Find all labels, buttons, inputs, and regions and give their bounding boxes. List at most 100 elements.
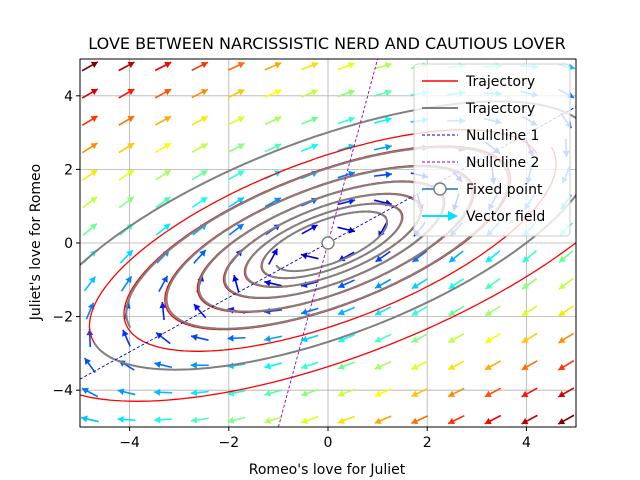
vector-arrow-head <box>200 61 208 69</box>
vector-arrow-head <box>301 335 308 343</box>
vector-arrow-head <box>163 197 171 204</box>
vector-arrow-head <box>448 336 456 343</box>
chart-title: LOVE BETWEEN NARCISSISTIC NERD AND CAUTI… <box>88 34 565 53</box>
vector-arrow-head <box>125 276 132 284</box>
vector-arrow-head <box>190 389 198 397</box>
vector-arrow-head <box>271 248 278 256</box>
vector-arrow-head <box>485 336 493 343</box>
vector-arrow-head <box>337 336 345 343</box>
y-tick-label: −4 <box>52 383 73 399</box>
x-axis-label: Romeo's love for Juliet <box>249 462 406 478</box>
vector-arrow-head <box>448 309 456 316</box>
vector-arrow-head <box>81 415 88 423</box>
vector-arrow-head <box>558 309 566 317</box>
trajectory-gray-3 <box>80 100 576 371</box>
vector-arrow-head <box>90 196 98 204</box>
vector-arrow-head <box>484 417 492 425</box>
vector-arrow-head <box>348 198 356 205</box>
vector-arrow-head <box>163 223 171 231</box>
vector-arrow-head <box>273 197 281 204</box>
vector-arrow-head <box>90 143 98 150</box>
vector-arrow-head <box>232 275 240 282</box>
vector-arrow-head <box>411 282 419 289</box>
vector-arrow-head <box>411 390 419 397</box>
vector-arrow-head <box>348 89 355 96</box>
vector-arrow-head <box>84 358 91 365</box>
vector-arrow-head <box>264 279 271 287</box>
x-tick-label: 2 <box>423 435 432 451</box>
vector-arrow-head <box>237 197 245 204</box>
vector-arrow-head <box>190 361 197 369</box>
vector-arrow-head <box>90 169 98 177</box>
vector-arrow-head <box>88 276 96 284</box>
vector-arrow-head <box>338 308 345 316</box>
vector-arrow-head <box>199 249 206 257</box>
vector-arrow-head <box>337 390 345 397</box>
vector-arrow-head <box>237 143 245 150</box>
legend-label: Vector field <box>466 209 545 225</box>
vector-arrow-head <box>127 116 135 123</box>
vector-arrow-head <box>122 329 129 337</box>
vector-arrow-head <box>164 116 172 123</box>
vector-arrow-head <box>274 143 282 150</box>
vector-arrow-head <box>154 416 161 424</box>
vector-arrow-head <box>117 415 124 423</box>
vector-arrow-head <box>311 62 319 69</box>
vector-arrow-head <box>237 170 245 177</box>
legend-swatch-fixed-marker <box>433 182 447 196</box>
legend-label: Fixed point <box>466 182 543 198</box>
vector-arrow-head <box>274 61 282 69</box>
vector-arrow-head <box>338 281 346 289</box>
vector-arrow-head <box>448 390 456 397</box>
legend-swatch-arrow-head <box>448 211 458 221</box>
vector-arrow-head <box>385 171 392 179</box>
vector-arrow-head <box>484 390 492 397</box>
vector-arrow-head <box>126 196 134 204</box>
vector-arrow-head <box>485 309 493 316</box>
vector-arrow-head <box>411 336 419 343</box>
vector-arrow-head <box>521 363 529 370</box>
vector-arrow-head <box>264 417 272 424</box>
vector-arrow-head <box>126 250 133 257</box>
x-tick-label: 0 <box>324 435 333 451</box>
vector-arrow-head <box>227 416 235 424</box>
y-axis-label: Juliet's love for Romeo <box>28 164 44 321</box>
vector-arrow-head <box>521 417 529 425</box>
vector-arrow-head <box>558 418 566 425</box>
vector-arrow-head <box>237 116 245 123</box>
x-tick-label: −2 <box>218 435 239 451</box>
vector-arrow-head <box>412 255 420 263</box>
vector-arrow-head <box>161 275 168 283</box>
vector-arrow-head <box>311 89 319 96</box>
vector-arrow-head <box>90 61 98 68</box>
vector-arrow-head <box>236 223 244 231</box>
vector-arrow-head <box>164 89 172 96</box>
vector-arrow-head <box>411 309 419 316</box>
vector-arrow-head <box>384 62 392 69</box>
vector-arrow-head <box>163 170 171 177</box>
vector-arrow-head <box>411 417 419 425</box>
vector-arrow-head <box>200 143 208 150</box>
vector-arrow-head <box>190 416 198 424</box>
vector-arrow-head <box>301 390 308 397</box>
vector-arrow-head <box>485 255 493 263</box>
vector-arrow-head <box>164 61 172 69</box>
vector-arrow-head <box>411 363 419 370</box>
vector-arrow-head <box>521 336 529 343</box>
trajectory-gray-2 <box>125 146 510 330</box>
vector-arrow-head <box>448 417 456 425</box>
vector-arrow-head <box>127 143 135 150</box>
x-tick-label: 4 <box>522 435 531 451</box>
vector-arrow-head <box>374 336 382 343</box>
legend: Trajectory Trajectory Nullcline 1 Nullcline… <box>413 63 571 237</box>
vector-arrow-head <box>90 89 98 96</box>
vector-arrow-head <box>484 363 492 370</box>
fixed-point-marker <box>321 236 335 250</box>
vector-arrow-head <box>310 224 318 232</box>
vector-arrow-head <box>558 282 566 290</box>
vector-arrow-head <box>558 390 566 397</box>
vector-arrow-head <box>348 62 355 69</box>
vector-arrow-head <box>154 361 162 369</box>
vector-arrow-head <box>90 116 98 123</box>
vector-arrow-head <box>301 308 308 316</box>
